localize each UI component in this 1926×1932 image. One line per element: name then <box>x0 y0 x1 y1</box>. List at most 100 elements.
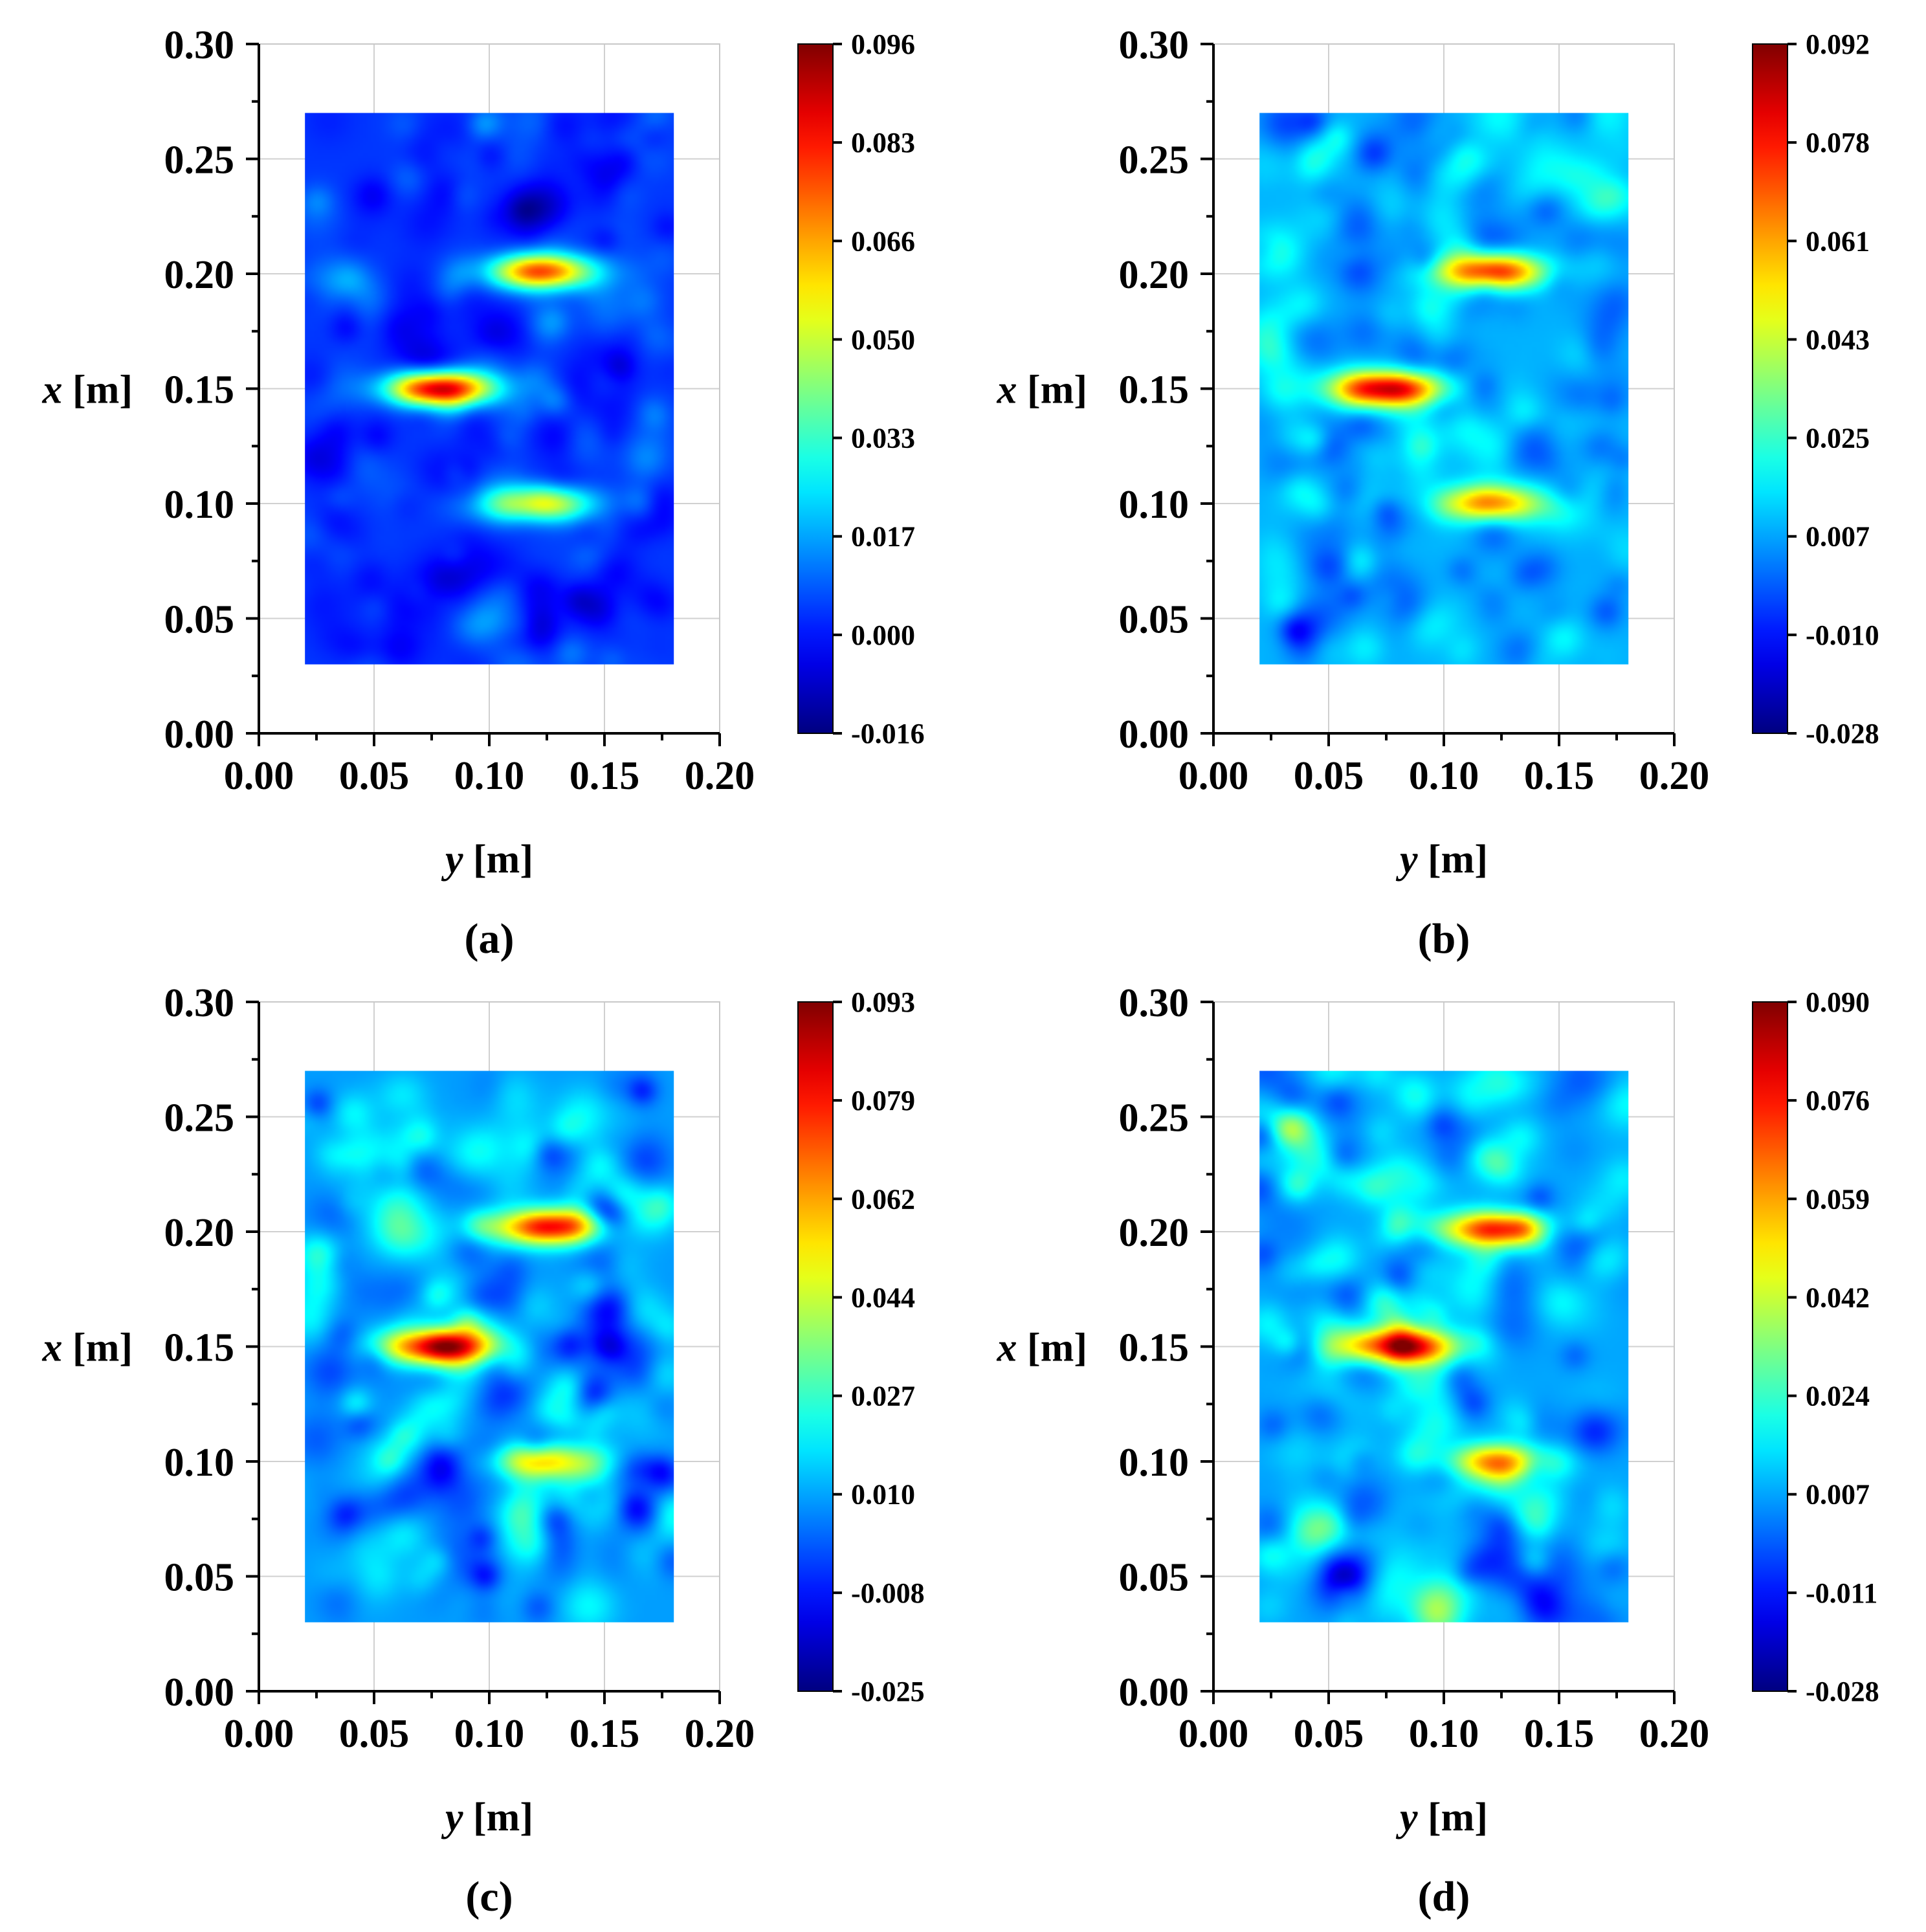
y-tick-label: 0.25 <box>164 1096 235 1140</box>
panel-label: (d) <box>1418 1873 1470 1920</box>
heatmap-panel: 0.00 0.05 0.10 0.15 0.20 0.00 0.05 0.10 0.15 0.20… <box>997 23 1879 962</box>
colorbar-tick-label: 0.061 <box>1806 225 1870 257</box>
colorbar-tick-label: 0.007 <box>1806 521 1870 553</box>
panel-label: (a) <box>465 915 515 962</box>
panel-label: (b) <box>1418 915 1470 962</box>
x-tick-label: 0.15 <box>1524 754 1595 798</box>
y-axis-title: x [m] <box>997 1326 1087 1370</box>
y-tick-label: 0.10 <box>1119 1441 1190 1485</box>
colorbar-tick-label: -0.025 <box>851 1676 925 1707</box>
y-tick-label: 0.25 <box>1119 139 1190 183</box>
colorbar-tick-label: 0.093 <box>851 986 915 1018</box>
x-tick-label: 0.15 <box>570 1712 640 1756</box>
y-tick-label: 0.20 <box>164 253 235 297</box>
colorbar-tick-label: 0.079 <box>851 1085 915 1116</box>
colorbar-tick-label: 0.059 <box>1806 1183 1870 1215</box>
x-axis-title: y [m] <box>1395 1795 1488 1839</box>
x-tick-label: 0.10 <box>1409 1712 1479 1756</box>
y-tick-label: 0.25 <box>1119 1096 1190 1140</box>
colorbar-tick-label: 0.017 <box>851 521 915 553</box>
x-tick-label: 0.05 <box>339 1712 410 1756</box>
colorbar <box>797 43 834 734</box>
colorbar-tick-label: 0.043 <box>1806 324 1870 355</box>
colorbar <box>1752 43 1788 734</box>
y-tick-label: 0.15 <box>1119 1326 1190 1370</box>
y-tick-label: 0.00 <box>1119 713 1190 757</box>
x-tick-label: 0.10 <box>454 1712 525 1756</box>
colorbar-tick-label: 0.027 <box>851 1381 915 1412</box>
colorbar-tick-label: 0.007 <box>1806 1479 1870 1511</box>
colorbar-tick-label: 0.078 <box>1806 127 1870 159</box>
y-tick-label: 0.30 <box>164 23 235 67</box>
colorbar-tick-label: 0.044 <box>851 1282 915 1313</box>
heatmap-panel: 0.00 0.05 0.10 0.15 0.20 0.00 0.05 0.10 0.15 0.20… <box>997 981 1879 1920</box>
heatmap-field <box>305 1071 674 1623</box>
x-tick-label: 0.20 <box>685 754 755 798</box>
colorbar-tick-label: -0.016 <box>851 718 925 749</box>
colorbar-tick-label: 0.042 <box>1806 1282 1870 1313</box>
y-tick-label: 0.05 <box>164 1556 235 1600</box>
y-tick-label: 0.15 <box>164 1326 235 1370</box>
y-tick-label: 0.20 <box>1119 253 1190 297</box>
x-tick-label: 0.15 <box>570 754 640 798</box>
y-tick-label: 0.10 <box>164 1441 235 1485</box>
y-tick-label: 0.10 <box>1119 483 1190 527</box>
colorbar-tick-label: 0.000 <box>851 619 915 651</box>
x-tick-label: 0.00 <box>1179 1712 1249 1756</box>
y-tick-label: 0.00 <box>164 713 235 757</box>
heatmap-field <box>1259 1071 1629 1623</box>
colorbar-tick-label: 0.010 <box>851 1479 915 1511</box>
y-axis-title: x [m] <box>997 368 1087 412</box>
colorbar <box>1752 1001 1788 1692</box>
x-tick-label: 0.20 <box>1639 754 1710 798</box>
colorbar-tick-label: 0.025 <box>1806 423 1870 454</box>
heatmap-panel: 0.00 0.05 0.10 0.15 0.20 0.00 0.05 0.10 0.15 0.20… <box>42 23 925 962</box>
x-tick-label: 0.15 <box>1524 1712 1595 1756</box>
colorbar <box>797 1001 834 1692</box>
colorbar-tick-label: 0.083 <box>851 127 915 159</box>
colorbar-tick-label: 0.050 <box>851 324 915 355</box>
colorbar-tick-label: -0.011 <box>1806 1577 1877 1609</box>
panel-label: (c) <box>465 1873 513 1920</box>
y-tick-label: 0.00 <box>164 1671 235 1715</box>
x-tick-label: 0.20 <box>685 1712 755 1756</box>
x-tick-label: 0.05 <box>1294 1712 1364 1756</box>
x-tick-label: 0.10 <box>454 754 525 798</box>
x-tick-label: 0.00 <box>224 1712 294 1756</box>
x-tick-label: 0.20 <box>1639 1712 1710 1756</box>
y-tick-label: 0.30 <box>1119 981 1190 1025</box>
y-tick-label: 0.05 <box>1119 1556 1190 1600</box>
colorbar-tick-label: -0.010 <box>1806 619 1879 651</box>
y-tick-label: 0.20 <box>1119 1211 1190 1255</box>
colorbar-tick-label: -0.008 <box>851 1577 925 1609</box>
colorbar-tick-label: 0.090 <box>1806 986 1870 1018</box>
x-axis-title: y [m] <box>441 1795 533 1839</box>
y-tick-label: 0.05 <box>1119 598 1190 642</box>
colorbar-tick-label: 0.033 <box>851 423 915 454</box>
x-axis-title: y [m] <box>441 838 533 882</box>
colorbar-tick-label: -0.028 <box>1806 1676 1879 1707</box>
x-tick-label: 0.10 <box>1409 754 1479 798</box>
y-tick-label: 0.15 <box>164 368 235 412</box>
heatmap-field <box>1259 113 1629 665</box>
y-axis-title: x [m] <box>42 368 133 412</box>
x-tick-label: 0.00 <box>224 754 294 798</box>
colorbar-tick-label: 0.062 <box>851 1183 915 1215</box>
y-tick-label: 0.30 <box>1119 23 1190 67</box>
heatmap-panel: 0.00 0.05 0.10 0.15 0.20 0.00 0.05 0.10 0.15 0.20… <box>42 981 925 1920</box>
y-tick-label: 0.05 <box>164 598 235 642</box>
y-tick-label: 0.25 <box>164 139 235 183</box>
colorbar-tick-label: 0.024 <box>1806 1381 1870 1412</box>
x-tick-label: 0.00 <box>1179 754 1249 798</box>
x-axis-title: y [m] <box>1395 838 1488 882</box>
colorbar-tick-label: 0.092 <box>1806 28 1870 60</box>
y-tick-label: 0.20 <box>164 1211 235 1255</box>
x-tick-label: 0.05 <box>1294 754 1364 798</box>
heatmap-field <box>305 113 674 665</box>
y-tick-label: 0.15 <box>1119 368 1190 412</box>
y-axis-title: x [m] <box>42 1326 133 1370</box>
y-tick-label: 0.00 <box>1119 1671 1190 1715</box>
colorbar-tick-label: 0.066 <box>851 225 915 257</box>
colorbar-tick-label: -0.028 <box>1806 718 1879 749</box>
